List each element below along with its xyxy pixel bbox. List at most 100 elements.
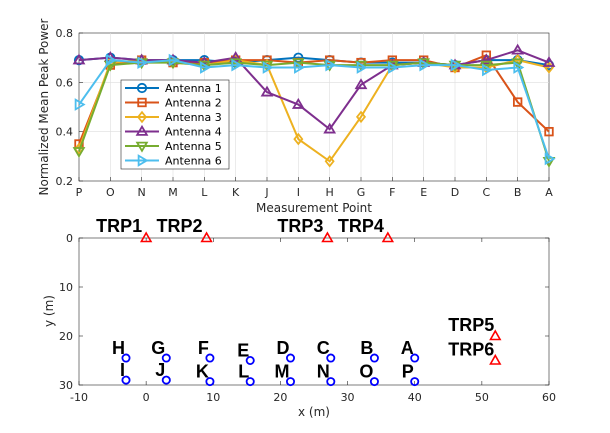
legend-box: [120, 79, 230, 170]
line-chart-x-axis-label: Measurement Point: [256, 201, 372, 215]
trp-label-trp1: TRP1: [96, 216, 142, 236]
x-tick-label-k: K: [232, 186, 240, 199]
point-antenna-4-a: [542, 55, 556, 67]
point-marker-b: [369, 353, 379, 363]
point-label-a: A: [401, 338, 414, 358]
x-tick-label-h: H: [326, 186, 334, 199]
trp-marker-trp3: [321, 231, 334, 243]
point-antenna-2-a: [544, 126, 554, 137]
map-y-tick-label-30: 30: [59, 379, 73, 392]
x-tick-label-n: N: [138, 186, 146, 199]
point-antenna-6-o: [106, 53, 117, 67]
y-tick-label-0-6: 0.6: [56, 76, 74, 89]
point-label-l: L: [238, 362, 249, 382]
trp-label-trp4: TRP4: [338, 216, 384, 236]
point-label-e: E: [237, 341, 249, 361]
legend-marker-antenna-1: [136, 82, 148, 94]
trp-label-trp5: TRP5: [448, 315, 494, 335]
point-antenna-4-b: [511, 43, 525, 55]
point-antenna-4-j: [260, 85, 274, 97]
legend-label-antenna-2: Antenna 2: [165, 97, 222, 110]
x-tick-label-b: B: [514, 186, 522, 199]
x-tick-label-p: P: [76, 186, 83, 199]
x-tick-label-l: L: [201, 186, 208, 199]
point-antenna-2-c: [481, 50, 492, 60]
trp-marker-trp4: [381, 231, 395, 243]
x-tick-label-g: G: [357, 186, 366, 199]
point-antenna-4-c: [479, 53, 493, 65]
x-tick-label-o: O: [106, 186, 115, 199]
point-marker-h: [121, 353, 131, 363]
point-label-j: J: [155, 360, 165, 380]
y-tick-label-0-2: 0.2: [56, 175, 74, 188]
y-tick-label-0-8: 0.8: [56, 27, 74, 40]
line-chart: P O N M L K J I H G F E D C B A 0.2 0.4 0.6 0.8 Measurement…: [37, 18, 556, 215]
point-label-i: I: [120, 360, 125, 380]
point-antenna-6-g: [356, 61, 368, 74]
point-label-h: H: [112, 338, 125, 358]
point-antenna-6-c: [482, 63, 493, 77]
trp-marker-trp6: [489, 353, 502, 365]
point-marker-l: [245, 377, 255, 387]
point-antenna-3-i: [293, 132, 304, 146]
map-chart-x-axis-label: x (m): [298, 405, 330, 419]
legend-label-antenna-4: Antenna 4: [165, 126, 222, 139]
legend-marker-antenna-2: [137, 97, 147, 108]
map-x-tick-label--10: -10: [70, 391, 88, 404]
trp-marker-trp1: [139, 231, 153, 243]
point-label-o: O: [359, 362, 373, 382]
map-x-tick-label-0: 0: [143, 391, 150, 404]
point-antenna-6-n: [137, 56, 149, 70]
point-label-k: K: [196, 362, 209, 382]
legend-label-antenna-1: Antenna 1: [165, 82, 222, 95]
point-antenna-6-k: [231, 58, 243, 72]
map-chart-axes-box: [78, 237, 550, 386]
point-marker-i: [121, 375, 131, 385]
x-tick-label-d: D: [451, 186, 459, 199]
point-antenna-4-h: [323, 122, 337, 134]
legend-label-antenna-6: Antenna 6: [165, 155, 222, 168]
point-marker-f: [205, 353, 215, 363]
series-line-antenna-5: [78, 61, 550, 162]
point-label-p: P: [402, 362, 414, 382]
legend-marker-antenna-3: [136, 110, 148, 124]
trp-label-trp2: TRP2: [157, 216, 203, 236]
point-antenna-6-m: [168, 53, 180, 67]
point-antenna-2-b: [512, 97, 523, 107]
point-antenna-3-g: [355, 110, 367, 124]
point-antenna-4-k: [229, 51, 243, 62]
series-antenna-6: [74, 53, 556, 166]
point-label-d: D: [277, 338, 290, 358]
map-y-tick-label-0: 0: [66, 232, 73, 245]
legend-marker-antenna-6: [137, 154, 149, 167]
x-tick-label-e: E: [420, 186, 427, 199]
point-antenna-6-b: [513, 61, 525, 74]
point-antenna-6-l: [200, 61, 211, 74]
legend-marker-antenna-4: [135, 124, 149, 136]
line-chart-y-axis-label: Normalized Mean Peak Power: [37, 18, 51, 195]
x-tick-label-a: A: [545, 186, 553, 199]
point-label-f: F: [198, 338, 209, 358]
map-x-tick-label-40: 40: [408, 391, 422, 404]
series-line-antenna-6: [78, 59, 550, 160]
point-marker-e: [245, 355, 255, 365]
map-chart-ticks: -10 0 10 20 30 40 50 60 0 10 20 30: [59, 232, 556, 404]
map-chart-trps: TRP1 TRP2 TRP3 TRP4 TRP5 TRP6: [96, 216, 502, 365]
point-label-b: B: [360, 338, 373, 358]
point-marker-d: [285, 353, 295, 363]
point-antenna-4-p: [72, 53, 86, 65]
series-line-antenna-4: [78, 49, 550, 131]
point-marker-m: [285, 377, 295, 387]
point-antenna-6-e: [419, 58, 431, 72]
point-antenna-6-h: [325, 58, 337, 72]
point-antenna-4-g: [354, 78, 368, 90]
point-antenna-6-f: [388, 61, 399, 74]
map-chart-y-axis-label: y (m): [42, 295, 56, 327]
point-antenna-6-p: [74, 98, 86, 111]
point-label-m: M: [275, 362, 290, 382]
legend-label-antenna-3: Antenna 3: [165, 111, 222, 124]
trp-marker-trp5: [489, 329, 502, 341]
x-tick-label-m: M: [168, 186, 178, 199]
point-marker-p: [410, 377, 420, 387]
